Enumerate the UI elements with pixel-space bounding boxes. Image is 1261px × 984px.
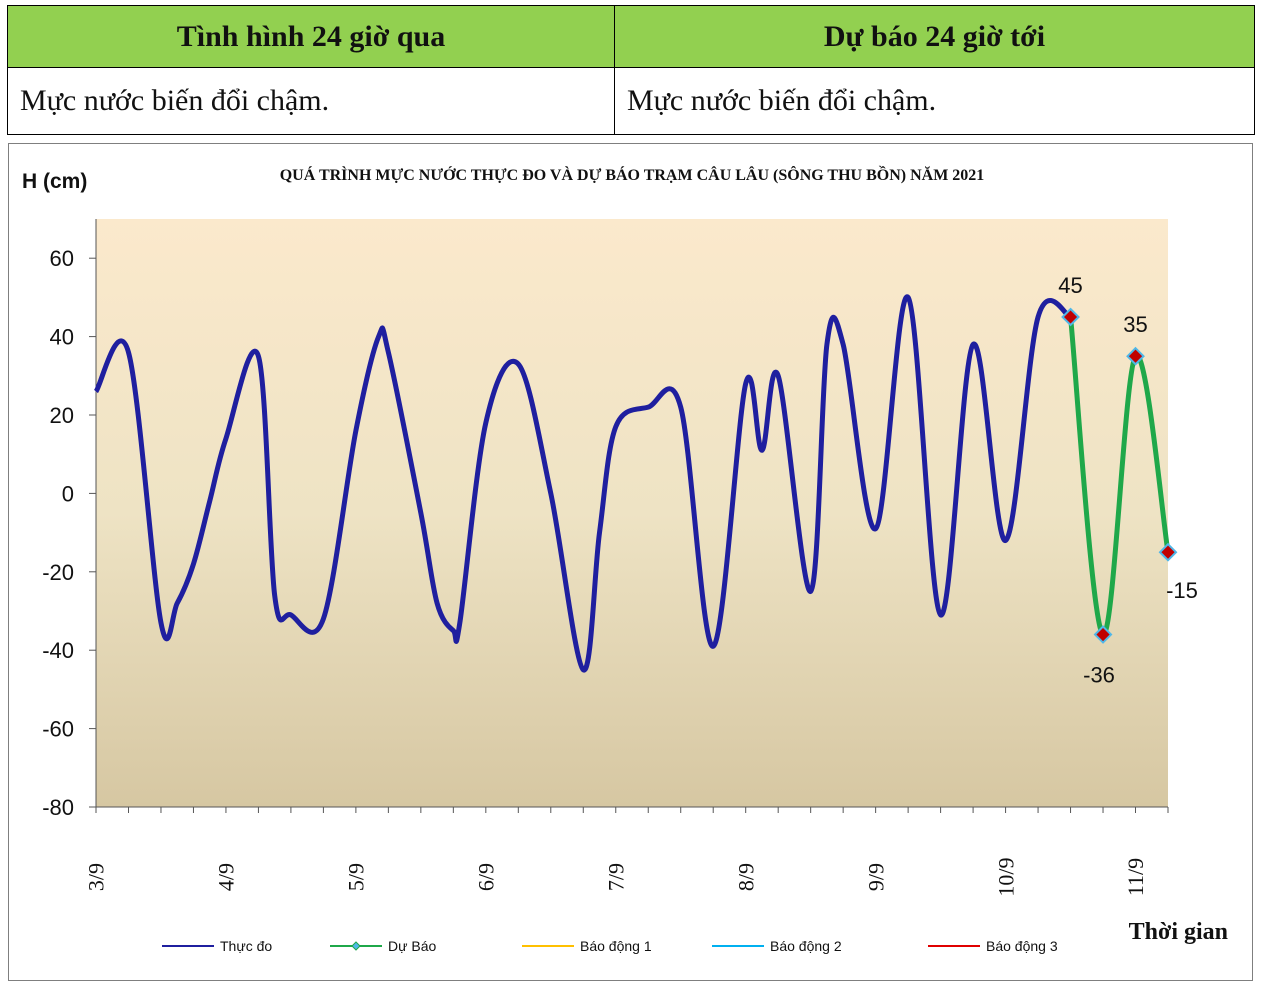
x-tick-label: 8/9 bbox=[733, 863, 758, 891]
x-tick-label: 4/9 bbox=[214, 863, 239, 891]
header-next-24h: Dự báo 24 giờ tới bbox=[614, 5, 1255, 68]
forecast-marker bbox=[1158, 542, 1178, 562]
x-tick-label: 10/9 bbox=[993, 857, 1018, 896]
forecast-data-label: 35 bbox=[1123, 312, 1147, 337]
legend-label: Thực đo bbox=[220, 938, 272, 954]
y-axis: -80 -60 -40 -20 0 20 40 60 bbox=[42, 219, 97, 820]
forecast-marker bbox=[1126, 346, 1145, 366]
x-tick-label: 6/9 bbox=[474, 863, 499, 891]
x-tick-label: 11/9 bbox=[1123, 858, 1148, 896]
text-past-24h: Mực nước biến đổi chậm. bbox=[7, 67, 615, 135]
y-tick-label: -40 bbox=[42, 638, 74, 663]
x-tick-label: 3/9 bbox=[84, 863, 109, 891]
forecast-marker bbox=[1093, 625, 1113, 644]
forecast-line bbox=[1068, 316, 1171, 638]
chart-title: QUÁ TRÌNH MỰC NƯỚC THỰC ĐO VÀ DỰ BÁO TRẠ… bbox=[280, 164, 985, 184]
x-axis-label: Thời gian bbox=[1129, 919, 1228, 945]
y-tick-label: -80 bbox=[42, 795, 74, 820]
legend: Thực đo Dự Báo Báo động 1 Báo động 2 Báo độn… bbox=[162, 938, 1058, 954]
series-layer: 45 -36 35 -15 bbox=[93, 273, 1198, 688]
forecast-marker bbox=[1061, 307, 1080, 327]
forecast-data-label: -36 bbox=[1083, 663, 1115, 688]
chart-frame bbox=[8, 143, 1253, 981]
y-tick-label: -20 bbox=[42, 560, 74, 585]
header-past-24h: Tình hình 24 giờ qua bbox=[7, 5, 615, 68]
x-tick-label: 7/9 bbox=[603, 863, 628, 891]
observed-line bbox=[93, 294, 1072, 673]
y-tick-label: -60 bbox=[42, 717, 74, 742]
y-tick-label: 0 bbox=[62, 481, 74, 506]
forecast-data-label: -15 bbox=[1166, 578, 1198, 603]
y-axis-label: H (cm) bbox=[22, 170, 87, 193]
forecast-data-label: 45 bbox=[1058, 273, 1082, 298]
legend-marker bbox=[351, 941, 361, 951]
plot-area bbox=[96, 219, 1168, 807]
text-next-24h: Mực nước biến đổi chậm. bbox=[614, 67, 1255, 135]
summary-table: Tình hình 24 giờ qua Dự báo 24 giờ tới M… bbox=[7, 5, 1255, 135]
legend-label: Báo động 2 bbox=[770, 938, 842, 954]
legend-label: Báo động 3 bbox=[986, 938, 1058, 954]
x-tick-label: 9/9 bbox=[863, 863, 888, 891]
x-tick-label: 5/9 bbox=[344, 863, 369, 891]
y-tick-label: 60 bbox=[50, 246, 74, 271]
y-tick-label: 40 bbox=[50, 325, 74, 350]
legend-label: Báo động 1 bbox=[580, 938, 652, 954]
y-tick-label: 20 bbox=[50, 403, 74, 428]
x-axis: 3/9 4/9 5/9 6/9 7/9 8/9 9/9 10/9 11/9 bbox=[84, 806, 1169, 897]
legend-label: Dự Báo bbox=[388, 938, 436, 954]
